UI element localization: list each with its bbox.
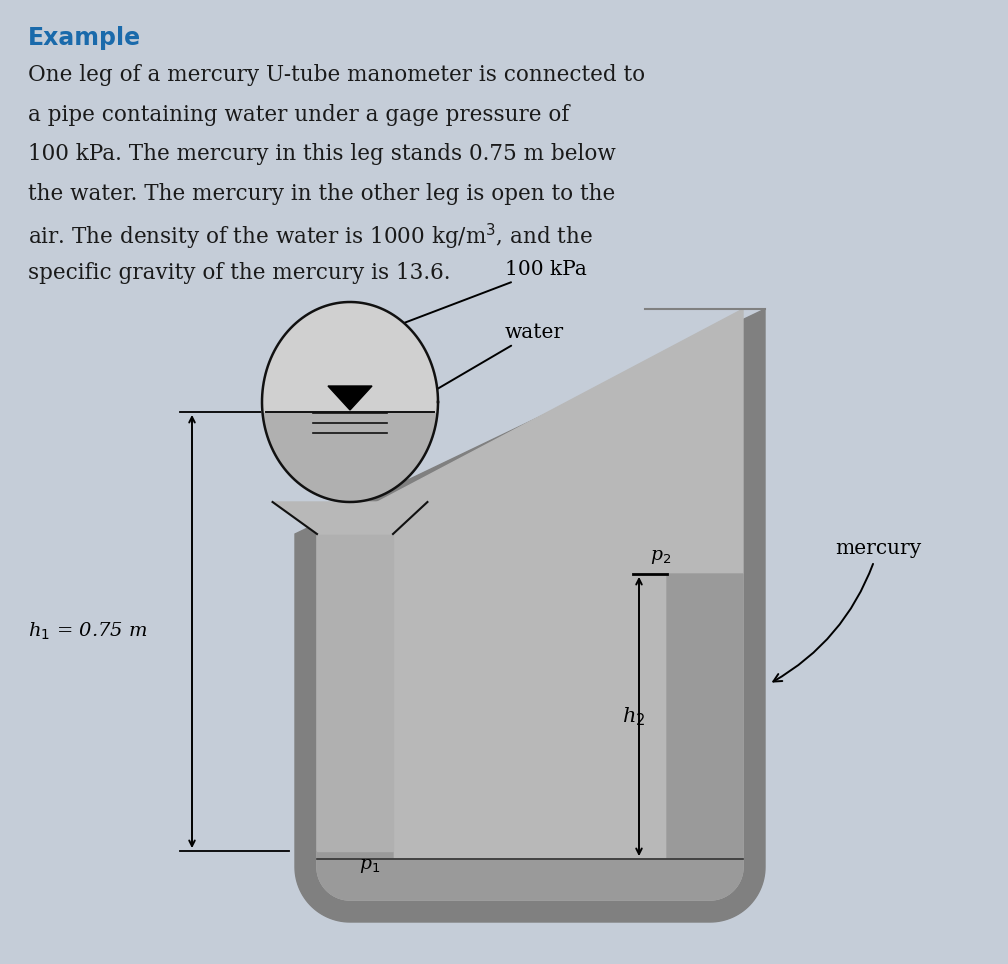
Text: p$_1$: p$_1$ [359, 857, 380, 875]
Text: air. The density of the water is 1000 kg/m$^3$, and the: air. The density of the water is 1000 kg… [28, 222, 593, 253]
Polygon shape [295, 309, 765, 922]
Polygon shape [317, 309, 743, 900]
Text: 100 kPa. The mercury in this leg stands 0.75 m below: 100 kPa. The mercury in this leg stands … [28, 143, 616, 165]
Text: h$_2$: h$_2$ [622, 706, 646, 728]
Text: the water. The mercury in the other leg is open to the: the water. The mercury in the other leg … [28, 182, 615, 204]
Text: p$_2$: p$_2$ [650, 548, 671, 566]
Bar [317, 534, 393, 851]
Text: a pipe containing water under a gage pressure of: a pipe containing water under a gage pre… [28, 103, 570, 125]
Text: One leg of a mercury U-tube manometer is connected to: One leg of a mercury U-tube manometer is… [28, 64, 645, 86]
Text: mercury: mercury [773, 540, 921, 682]
Text: water: water [419, 323, 564, 399]
Text: specific gravity of the mercury is 13.6.: specific gravity of the mercury is 13.6. [28, 261, 451, 283]
Text: Example: Example [28, 26, 141, 50]
Polygon shape [317, 574, 743, 900]
Polygon shape [328, 386, 372, 410]
Polygon shape [272, 502, 427, 534]
Polygon shape [262, 402, 438, 502]
Text: 100 kPa: 100 kPa [380, 259, 587, 334]
Text: h$_1$ = 0.75 m: h$_1$ = 0.75 m [28, 621, 147, 642]
Polygon shape [262, 302, 438, 412]
